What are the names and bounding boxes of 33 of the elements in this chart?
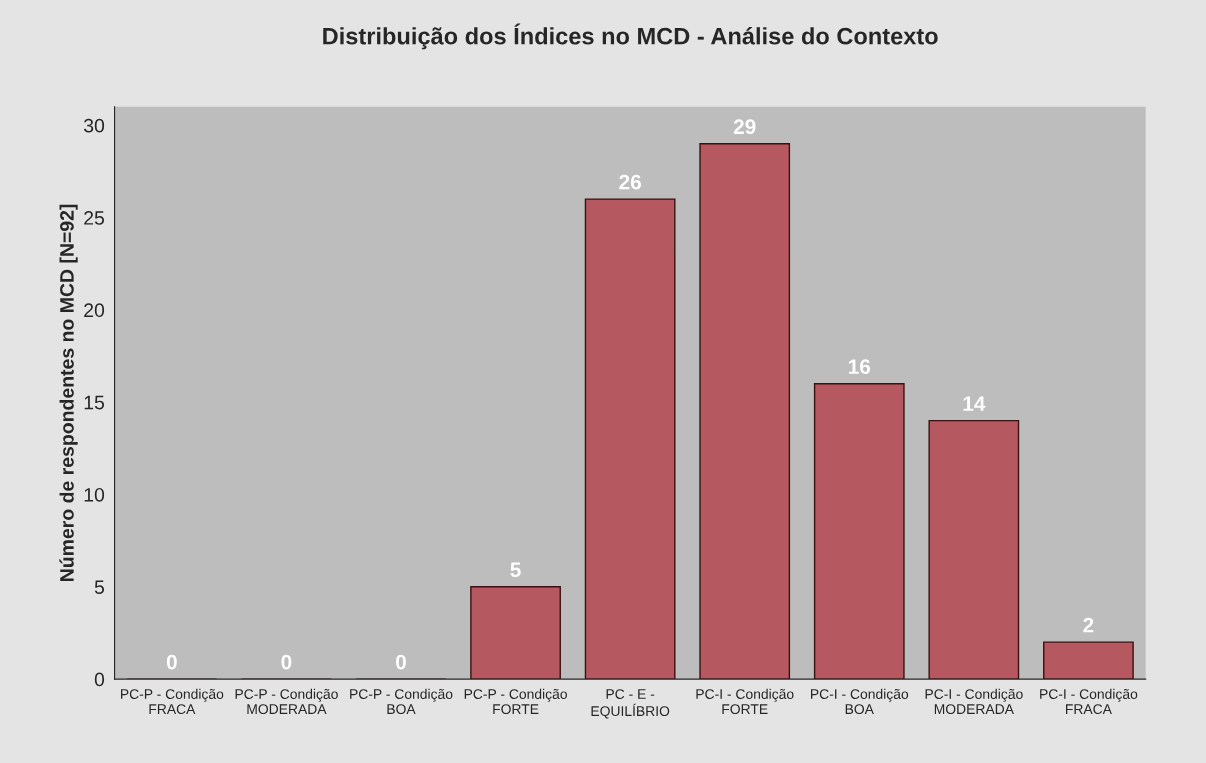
- data-label: 0: [396, 654, 406, 670]
- x-tick-label: PC - E - EQUILÍBRIO: [591, 689, 670, 719]
- bar: [928, 419, 1020, 680]
- x-tick-label: PC-P - Condição BOA: [350, 688, 453, 715]
- y-axis-title: Número de respondentes no MCD [N=92]: [59, 204, 78, 581]
- bar: [470, 586, 561, 680]
- y-tick-label: 30: [83, 118, 105, 133]
- data-label: 26: [619, 174, 641, 190]
- data-label: 2: [1083, 617, 1094, 633]
- data-label: 29: [733, 119, 756, 135]
- bar: [813, 383, 905, 680]
- bar: [699, 143, 791, 680]
- x-tick-label: PC-P - Condição FORTE: [464, 688, 567, 715]
- y-tick-label: 15: [84, 395, 105, 410]
- x-tick-label: PC-P - Condição MODERADA: [235, 688, 338, 715]
- data-label: 16: [849, 359, 871, 375]
- x-tick-label: PC-I - Condição MODERADA: [925, 688, 1023, 715]
- y-tick-label: 5: [94, 580, 105, 595]
- x-tick-label: PC-I - Condição BOA: [811, 688, 909, 715]
- x-tick-label: PC-P - Condição FRACA: [121, 688, 224, 715]
- y-tick-label: 20: [84, 303, 105, 318]
- data-label: 5: [510, 562, 521, 578]
- x-tick-label: PC-I - Condição FORTE: [696, 688, 794, 715]
- chart-title: Distribuição dos Índices no MCD - Análise do Contexto: [323, 23, 938, 50]
- bar: [1043, 641, 1134, 680]
- y-tick-label: 10: [84, 487, 105, 502]
- data-label: 14: [963, 396, 986, 411]
- bar: [584, 198, 676, 680]
- data-label: 0: [166, 654, 177, 670]
- x-tick-label: PC-I - Condição FRACA: [1040, 688, 1138, 715]
- data-label: 0: [281, 654, 292, 670]
- y-tick-label: 0: [94, 672, 105, 687]
- y-tick-label: 25: [84, 211, 105, 225]
